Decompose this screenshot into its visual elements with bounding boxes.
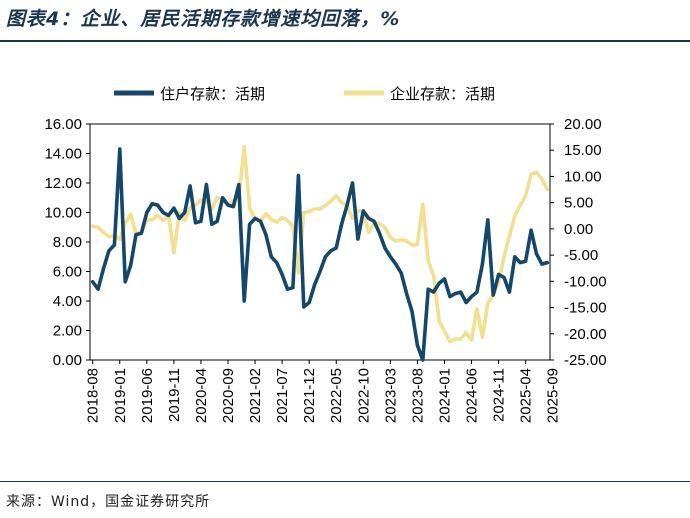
y-left-tick-label: 12.00: [44, 175, 82, 192]
x-tick-label: 2023-03: [382, 368, 399, 423]
y-right-tick-label: -20.00: [564, 326, 607, 343]
x-tick-label: 2019-01: [112, 368, 129, 423]
y-left-tick-label: 6.00: [53, 264, 82, 281]
x-tick-label: 2019-06: [139, 368, 156, 423]
x-tick-label: 2023-08: [409, 368, 426, 423]
y-right-tick-label: -5.00: [564, 247, 598, 264]
x-tick-label: 2020-09: [220, 368, 237, 423]
y-left-tick-label: 2.00: [53, 323, 82, 340]
x-tick-label: 2021-12: [301, 368, 318, 423]
x-tick-label: 2019-11: [166, 368, 183, 422]
y-left-tick-label: 14.00: [44, 146, 82, 163]
x-tick-label: 2025-09: [545, 368, 562, 423]
y-right-tick-label: -25.00: [564, 352, 607, 369]
y-right-tick-label: 20.00: [564, 116, 602, 133]
title-divider: [0, 40, 690, 42]
y-left-tick-label: 10.00: [44, 205, 82, 222]
x-tick-label: 2025-04: [518, 368, 535, 423]
x-tick-label: 2021-02: [247, 368, 264, 423]
y-right-tick-label: 5.00: [564, 195, 593, 212]
y-left-tick-label: 16.00: [44, 116, 82, 133]
chart-title: 图表4：企业、居民活期存款增速均回落，%: [6, 8, 401, 30]
legend-label: 企业存款：活期: [390, 85, 495, 103]
y-right-tick-label: -10.00: [564, 273, 607, 290]
x-tick-label: 2024-01: [436, 368, 453, 423]
y-left-tick-label: 4.00: [53, 293, 82, 310]
y-left-tick-label: 8.00: [53, 234, 82, 251]
x-tick-label: 2018-08: [85, 368, 102, 423]
legend: 住户存款：活期 企业存款：活期: [114, 85, 495, 103]
legend-label: 住户存款：活期: [160, 85, 265, 103]
x-tick-label: 2021-07: [274, 368, 291, 423]
y-right-tick-label: 10.00: [564, 168, 602, 185]
x-tick-label: 2024-06: [464, 368, 481, 423]
axes: 16.00 14.00 12.00 10.00 8.00 6.00 4.00 2.00 0.00…: [44, 116, 606, 423]
y-right-tick-label: 15.00: [564, 142, 602, 159]
x-tick-label: 2020-04: [193, 368, 210, 423]
y-left-tick-label: 0.00: [53, 352, 82, 369]
source-note: 来源：Wind，国金证券研究所: [6, 494, 211, 510]
series-lines: [90, 144, 550, 362]
y-right-tick-label: 0.00: [564, 221, 593, 238]
x-tick-label: 2024-11: [491, 368, 508, 422]
x-tick-label: 2022-05: [328, 368, 345, 423]
footer-divider: [0, 481, 690, 482]
y-right-tick-label: -15.00: [564, 300, 607, 317]
series-line-corporate: [90, 144, 550, 344]
x-tick-label: 2022-10: [355, 368, 372, 423]
series-line-household: [90, 147, 550, 362]
